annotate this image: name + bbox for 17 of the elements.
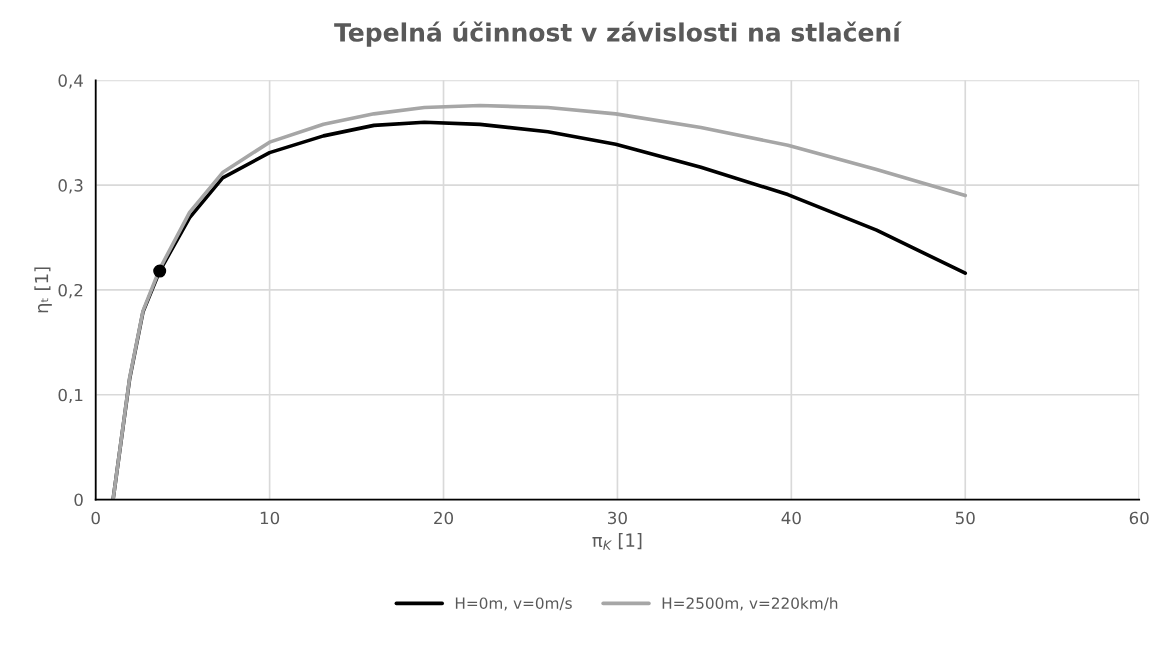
x-tick-label: 40: [781, 511, 801, 525]
y-tick-label: 0,4: [58, 74, 83, 89]
y-tick-label: 0,3: [58, 179, 83, 194]
x-tick-label: 20: [434, 511, 454, 525]
x-tick-label: 50: [955, 511, 975, 525]
x-tick-label: 0: [91, 511, 100, 525]
x-axis-title: π$_{K}$ [1]: [592, 533, 642, 550]
chart-title: Tepelná účinnost v závislosti na stlačení: [334, 21, 902, 47]
x-tick-label: 60: [1129, 511, 1149, 525]
y-tick-label: 0,1: [58, 388, 83, 404]
legend-label: H=2500m, v=220km/h: [662, 597, 838, 611]
y-tick-label: 0: [74, 493, 83, 507]
y-tick-label: 0,2: [58, 283, 83, 299]
x-tick-label: 30: [608, 511, 627, 525]
y-axis-title: ηₜ [1]: [34, 267, 52, 313]
legend-label: H=0m, v=0m/s: [455, 597, 572, 611]
x-tick-label: 10: [260, 511, 280, 525]
